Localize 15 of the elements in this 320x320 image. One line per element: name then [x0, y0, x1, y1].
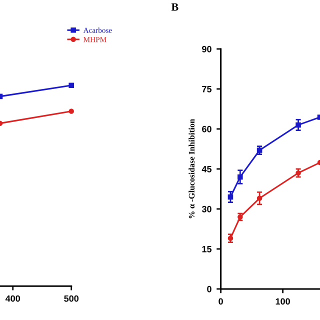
point	[68, 108, 74, 114]
y-tick-label: 30	[202, 206, 212, 212]
x-tick-label: 400	[5, 295, 20, 302]
x-tick-label: 500	[64, 295, 79, 302]
chart-title: B	[171, 3, 178, 11]
point	[68, 82, 74, 88]
y-tick-label: 90	[202, 46, 212, 52]
y-tick-label: 0	[207, 286, 212, 292]
x-tick-label: 0	[218, 298, 223, 305]
y-tick-label: 60	[202, 126, 212, 132]
y-tick-label: 15	[202, 246, 212, 252]
y-tick-label: 75	[202, 86, 212, 92]
y-tick-label: 45	[202, 166, 212, 172]
y-axis-title: % α -Glucosidase Inhibition	[188, 118, 195, 218]
x-tick-label: 100	[276, 298, 290, 305]
